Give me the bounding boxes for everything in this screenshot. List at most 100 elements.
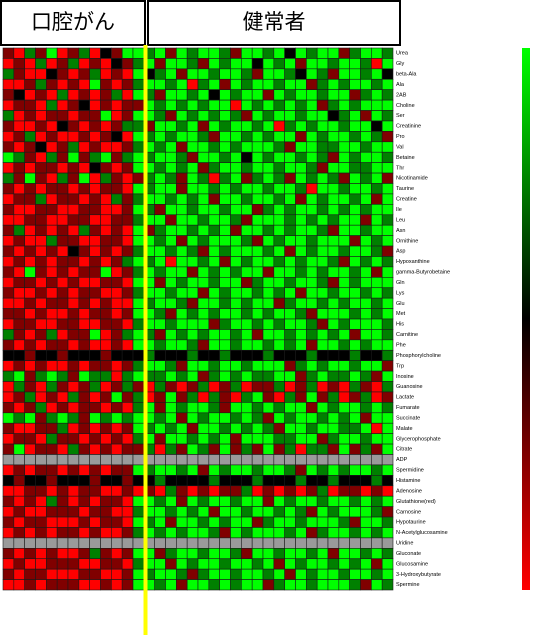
heatmap-cell <box>121 110 134 122</box>
heatmap-cell <box>241 287 253 299</box>
missing-cell <box>360 454 372 466</box>
heatmap-cell <box>208 287 220 299</box>
heatmap-cell <box>262 287 275 299</box>
heatmap-cell <box>100 412 112 424</box>
heatmap-cell <box>89 183 101 195</box>
heatmap-cell <box>371 68 383 80</box>
heatmap-cell <box>89 235 101 247</box>
heatmap-cell <box>56 381 69 393</box>
heatmap-cell <box>165 47 177 59</box>
heatmap-cell <box>219 297 231 309</box>
heatmap-cell <box>132 120 145 132</box>
heatmap-cell <box>111 204 123 216</box>
heatmap-cell <box>2 391 15 403</box>
heatmap-cell <box>35 141 47 153</box>
row-label: Ile <box>396 207 402 213</box>
heatmap-cell <box>176 120 188 132</box>
heatmap-cell <box>186 183 199 195</box>
heatmap-cell <box>176 47 188 59</box>
heatmap-cell <box>46 287 58 299</box>
heatmap-cell <box>24 287 36 299</box>
heatmap-cell <box>154 58 166 70</box>
heatmap-cell <box>306 391 318 403</box>
heatmap-cell <box>262 402 275 414</box>
heatmap-cell <box>306 110 318 122</box>
heatmap-cell <box>219 370 231 382</box>
heatmap-cell <box>13 548 25 560</box>
missing-cell <box>295 537 307 549</box>
heatmap-cell <box>381 308 394 320</box>
heatmap-cell <box>13 349 25 361</box>
heatmap-cell <box>111 235 123 247</box>
heatmap-cell <box>338 120 350 132</box>
heatmap-cell <box>219 433 231 445</box>
heatmap-cell <box>154 162 166 174</box>
heatmap-cell <box>13 360 25 372</box>
heatmap-cell <box>2 162 15 174</box>
heatmap-cell <box>230 141 242 153</box>
heatmap-cell <box>349 558 361 570</box>
heatmap-cell <box>78 558 90 570</box>
heatmap-cell <box>35 495 47 507</box>
heatmap-cell <box>186 308 199 320</box>
heatmap-cell <box>316 422 329 434</box>
heatmap-cell <box>251 391 264 403</box>
heatmap-cell <box>230 110 242 122</box>
missing-cell <box>165 454 177 466</box>
heatmap-cell <box>306 204 318 216</box>
heatmap-cell <box>35 527 47 539</box>
heatmap-cell <box>197 391 210 403</box>
heatmap-cell <box>197 183 210 195</box>
heatmap-cell <box>219 89 231 101</box>
heatmap-cell <box>67 110 80 122</box>
heatmap-cell <box>13 78 25 90</box>
heatmap-cell <box>230 162 242 174</box>
heatmap-cell <box>273 183 285 195</box>
heatmap-cell <box>100 58 112 70</box>
heatmap-cell <box>165 78 177 90</box>
heatmap-cell <box>360 516 372 528</box>
heatmap-cell <box>230 256 242 268</box>
heatmap-cell <box>295 214 307 226</box>
heatmap-cell <box>381 287 394 299</box>
missing-cell <box>219 537 231 549</box>
heatmap-cell <box>208 235 220 247</box>
heatmap-cell <box>100 256 112 268</box>
heatmap-cell <box>251 558 264 570</box>
heatmap-cell <box>349 329 361 341</box>
heatmap-cell <box>176 245 188 257</box>
heatmap-cell <box>186 151 199 163</box>
heatmap-cell <box>251 308 264 320</box>
heatmap-cell <box>284 579 296 591</box>
heatmap-cell <box>295 475 307 487</box>
heatmap-cell <box>284 548 296 560</box>
heatmap-cell <box>197 579 210 591</box>
heatmap-cell <box>2 141 15 153</box>
heatmap-cell <box>360 329 372 341</box>
heatmap-cell <box>2 204 15 216</box>
heatmap-cell <box>176 204 188 216</box>
heatmap-cell <box>176 308 188 320</box>
heatmap-cell <box>251 193 264 205</box>
heatmap-cell <box>13 568 25 580</box>
heatmap-cell <box>154 193 166 205</box>
heatmap-cell <box>35 256 47 268</box>
heatmap-cell <box>2 506 15 518</box>
heatmap-cell <box>338 318 350 330</box>
row-label: N-Acetylglucosamine <box>396 530 448 536</box>
heatmap-cell <box>35 245 47 257</box>
heatmap-cell <box>100 308 112 320</box>
row-label: Phosphorylcholine <box>396 353 441 359</box>
heatmap-cell <box>197 89 210 101</box>
heatmap-cell <box>111 214 123 226</box>
heatmap-cell <box>327 422 340 434</box>
heatmap-cell <box>13 245 25 257</box>
heatmap-cell <box>349 381 361 393</box>
heatmap-cell <box>176 287 188 299</box>
heatmap-cell <box>306 47 318 59</box>
heatmap-cell <box>121 558 134 570</box>
heatmap-cell <box>251 78 264 90</box>
heatmap-cell <box>186 339 199 351</box>
heatmap-cell <box>111 370 123 382</box>
heatmap-cell <box>24 443 36 455</box>
